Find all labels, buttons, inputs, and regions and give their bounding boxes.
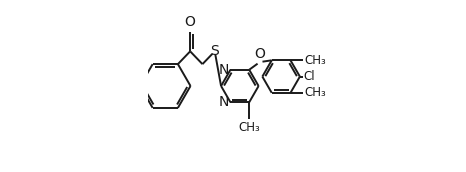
Text: O: O: [185, 15, 196, 29]
Text: Cl: Cl: [303, 70, 315, 83]
Text: CH₃: CH₃: [304, 54, 326, 67]
Text: CH₃: CH₃: [304, 86, 326, 99]
Text: O: O: [254, 47, 265, 61]
Text: CH₃: CH₃: [238, 121, 260, 134]
Text: S: S: [210, 44, 219, 58]
Text: N: N: [219, 95, 229, 109]
Text: N: N: [219, 63, 229, 77]
